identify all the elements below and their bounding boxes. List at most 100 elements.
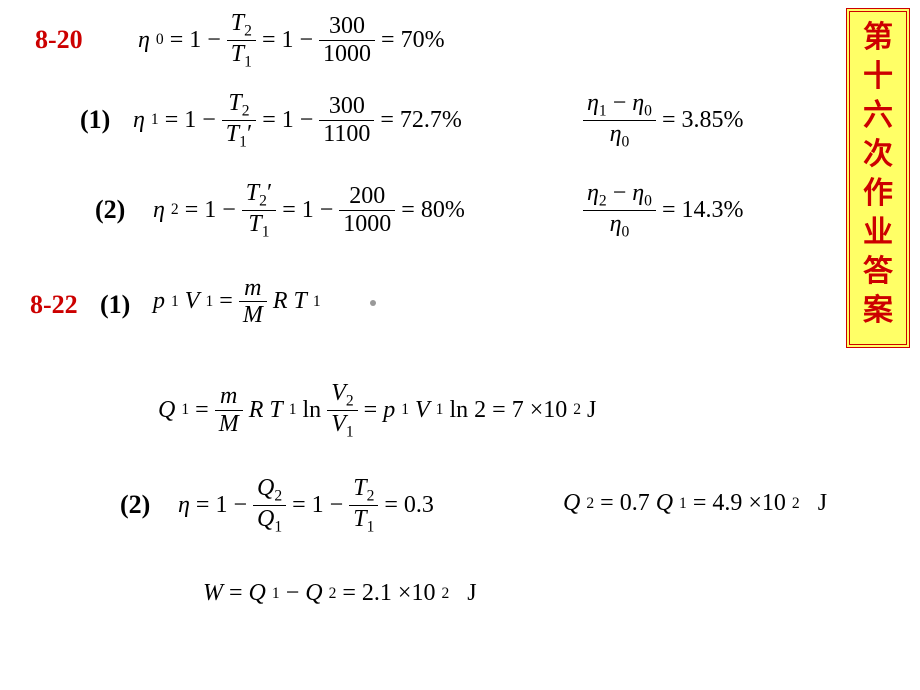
sym: m — [244, 275, 261, 301]
sub: 1 — [205, 293, 213, 311]
sym: η — [632, 90, 644, 116]
sym: T — [246, 180, 259, 206]
part-label-2: (2) — [95, 195, 125, 225]
problem-label-8-20: 8-20 — [35, 25, 83, 55]
num: 300 — [319, 13, 375, 40]
eq-q2: Q2 = 0.7Q1 = 4.9×102 J — [560, 490, 830, 517]
ln: ln — [303, 397, 322, 424]
eq-eta1: η1 = 1 − T2T1′ = 1 − 3001100 = 72.7% — [130, 90, 465, 150]
sym: η — [178, 492, 190, 519]
sym: T — [231, 41, 244, 67]
problem-label-8-22: 8-22 — [30, 290, 78, 320]
sym: R — [249, 397, 264, 424]
result: 14.3% — [682, 197, 744, 224]
banner-char: 作 — [863, 174, 893, 213]
sub: 2 — [242, 102, 250, 119]
sym: M — [243, 302, 263, 328]
sub: 1 — [401, 401, 409, 419]
sym: η — [610, 211, 622, 237]
part-label-1b: (1) — [100, 290, 130, 320]
num: 1000 — [319, 41, 375, 67]
sub: 1 — [599, 102, 607, 119]
result: 72.7% — [400, 107, 462, 134]
exp: 2 — [441, 585, 449, 603]
banner-char: 业 — [863, 213, 893, 252]
sub: 1 — [436, 401, 444, 419]
sym: p — [383, 397, 395, 424]
sub: 0 — [644, 102, 652, 119]
prime: ′ — [267, 180, 272, 206]
sym: Q — [257, 506, 274, 532]
sym: Q — [257, 475, 274, 501]
sym: Q — [656, 490, 673, 517]
sub: 2 — [586, 495, 594, 513]
num: 1000 — [339, 211, 395, 237]
sub: 0 — [622, 223, 630, 240]
unit: J — [818, 490, 827, 517]
sub: 2 — [346, 392, 354, 409]
sym: V — [185, 288, 200, 315]
sym: T — [353, 475, 366, 501]
eq-q1: Q1 = mM RT1 ln V2V1 = p1V1 ln 2 = 7×102 … — [155, 380, 599, 440]
sub: 0 — [156, 31, 164, 49]
eq-pct2: η2 − η0 η0 = 14.3% — [580, 180, 747, 240]
sub: 2 — [599, 192, 607, 209]
eq-eta2: η2 = 1 − T2′T1 = 1 − 2001000 = 80% — [150, 180, 468, 240]
exp: 2 — [792, 495, 800, 513]
sym: W — [203, 580, 223, 607]
sym: T — [248, 211, 261, 237]
sym: V — [331, 411, 346, 437]
eq-eta0: η0 = 1 − T2T1 = 1 − 3001000 = 70% — [135, 10, 448, 70]
sym: M — [219, 411, 239, 437]
sym: V — [331, 380, 346, 406]
sym: Q — [305, 580, 322, 607]
sub: 1 — [151, 111, 159, 129]
banner-char: 第 — [863, 18, 893, 57]
sub: 1 — [262, 223, 270, 240]
sym: T — [293, 288, 306, 315]
banner-char: 六 — [863, 96, 893, 135]
prime: ′ — [247, 121, 252, 147]
sub: 1 — [244, 53, 252, 70]
banner-char: 次 — [863, 135, 893, 174]
sym: T — [353, 506, 366, 532]
sym: η — [133, 107, 145, 134]
eq-pv: p1V1 = mM RT1 — [150, 275, 324, 329]
sym: η — [587, 180, 599, 206]
result: 70% — [401, 27, 445, 54]
sub: 1 — [367, 518, 375, 535]
result: 80% — [421, 197, 465, 224]
result: 0.3 — [404, 492, 434, 519]
sub: 2 — [171, 201, 179, 219]
sym: Q — [158, 397, 175, 424]
eq-pct1: η1 − η0 η0 = 3.85% — [580, 90, 747, 150]
sym: T — [231, 10, 244, 36]
sym: T — [228, 90, 241, 116]
eq-w: W = Q1 − Q2 = 2.1×102 J — [200, 580, 480, 607]
result: 3.85% — [682, 107, 744, 134]
num: 200 — [339, 183, 395, 210]
coef: 0.7 — [620, 490, 650, 517]
sub: 1 — [289, 401, 297, 419]
sym: Q — [563, 490, 580, 517]
sym: T — [226, 121, 239, 147]
sub: 0 — [644, 192, 652, 209]
sub: 1 — [679, 495, 687, 513]
sym: T — [269, 397, 282, 424]
sym: p — [153, 288, 165, 315]
sub: 2 — [274, 487, 282, 504]
banner-char: 十 — [863, 57, 893, 96]
unit: J — [467, 580, 476, 607]
part-label-1: (1) — [80, 105, 110, 135]
sym: η — [138, 27, 150, 54]
banner-char: 答 — [863, 252, 893, 291]
sub: 1 — [171, 293, 179, 311]
sub: 2 — [244, 22, 252, 39]
val: 4.9 — [712, 490, 742, 517]
eq-eta: η = 1 − Q2Q1 = 1 − T2T1 = 0.3 — [175, 475, 437, 535]
sub: 2 — [329, 585, 337, 603]
sub: 1 — [181, 401, 189, 419]
sym: η — [610, 121, 622, 147]
slide: 第 十 六 次 作 业 答 案 8-20 η0 = 1 − T2T1 = 1 −… — [0, 0, 920, 690]
unit: J — [587, 397, 596, 424]
